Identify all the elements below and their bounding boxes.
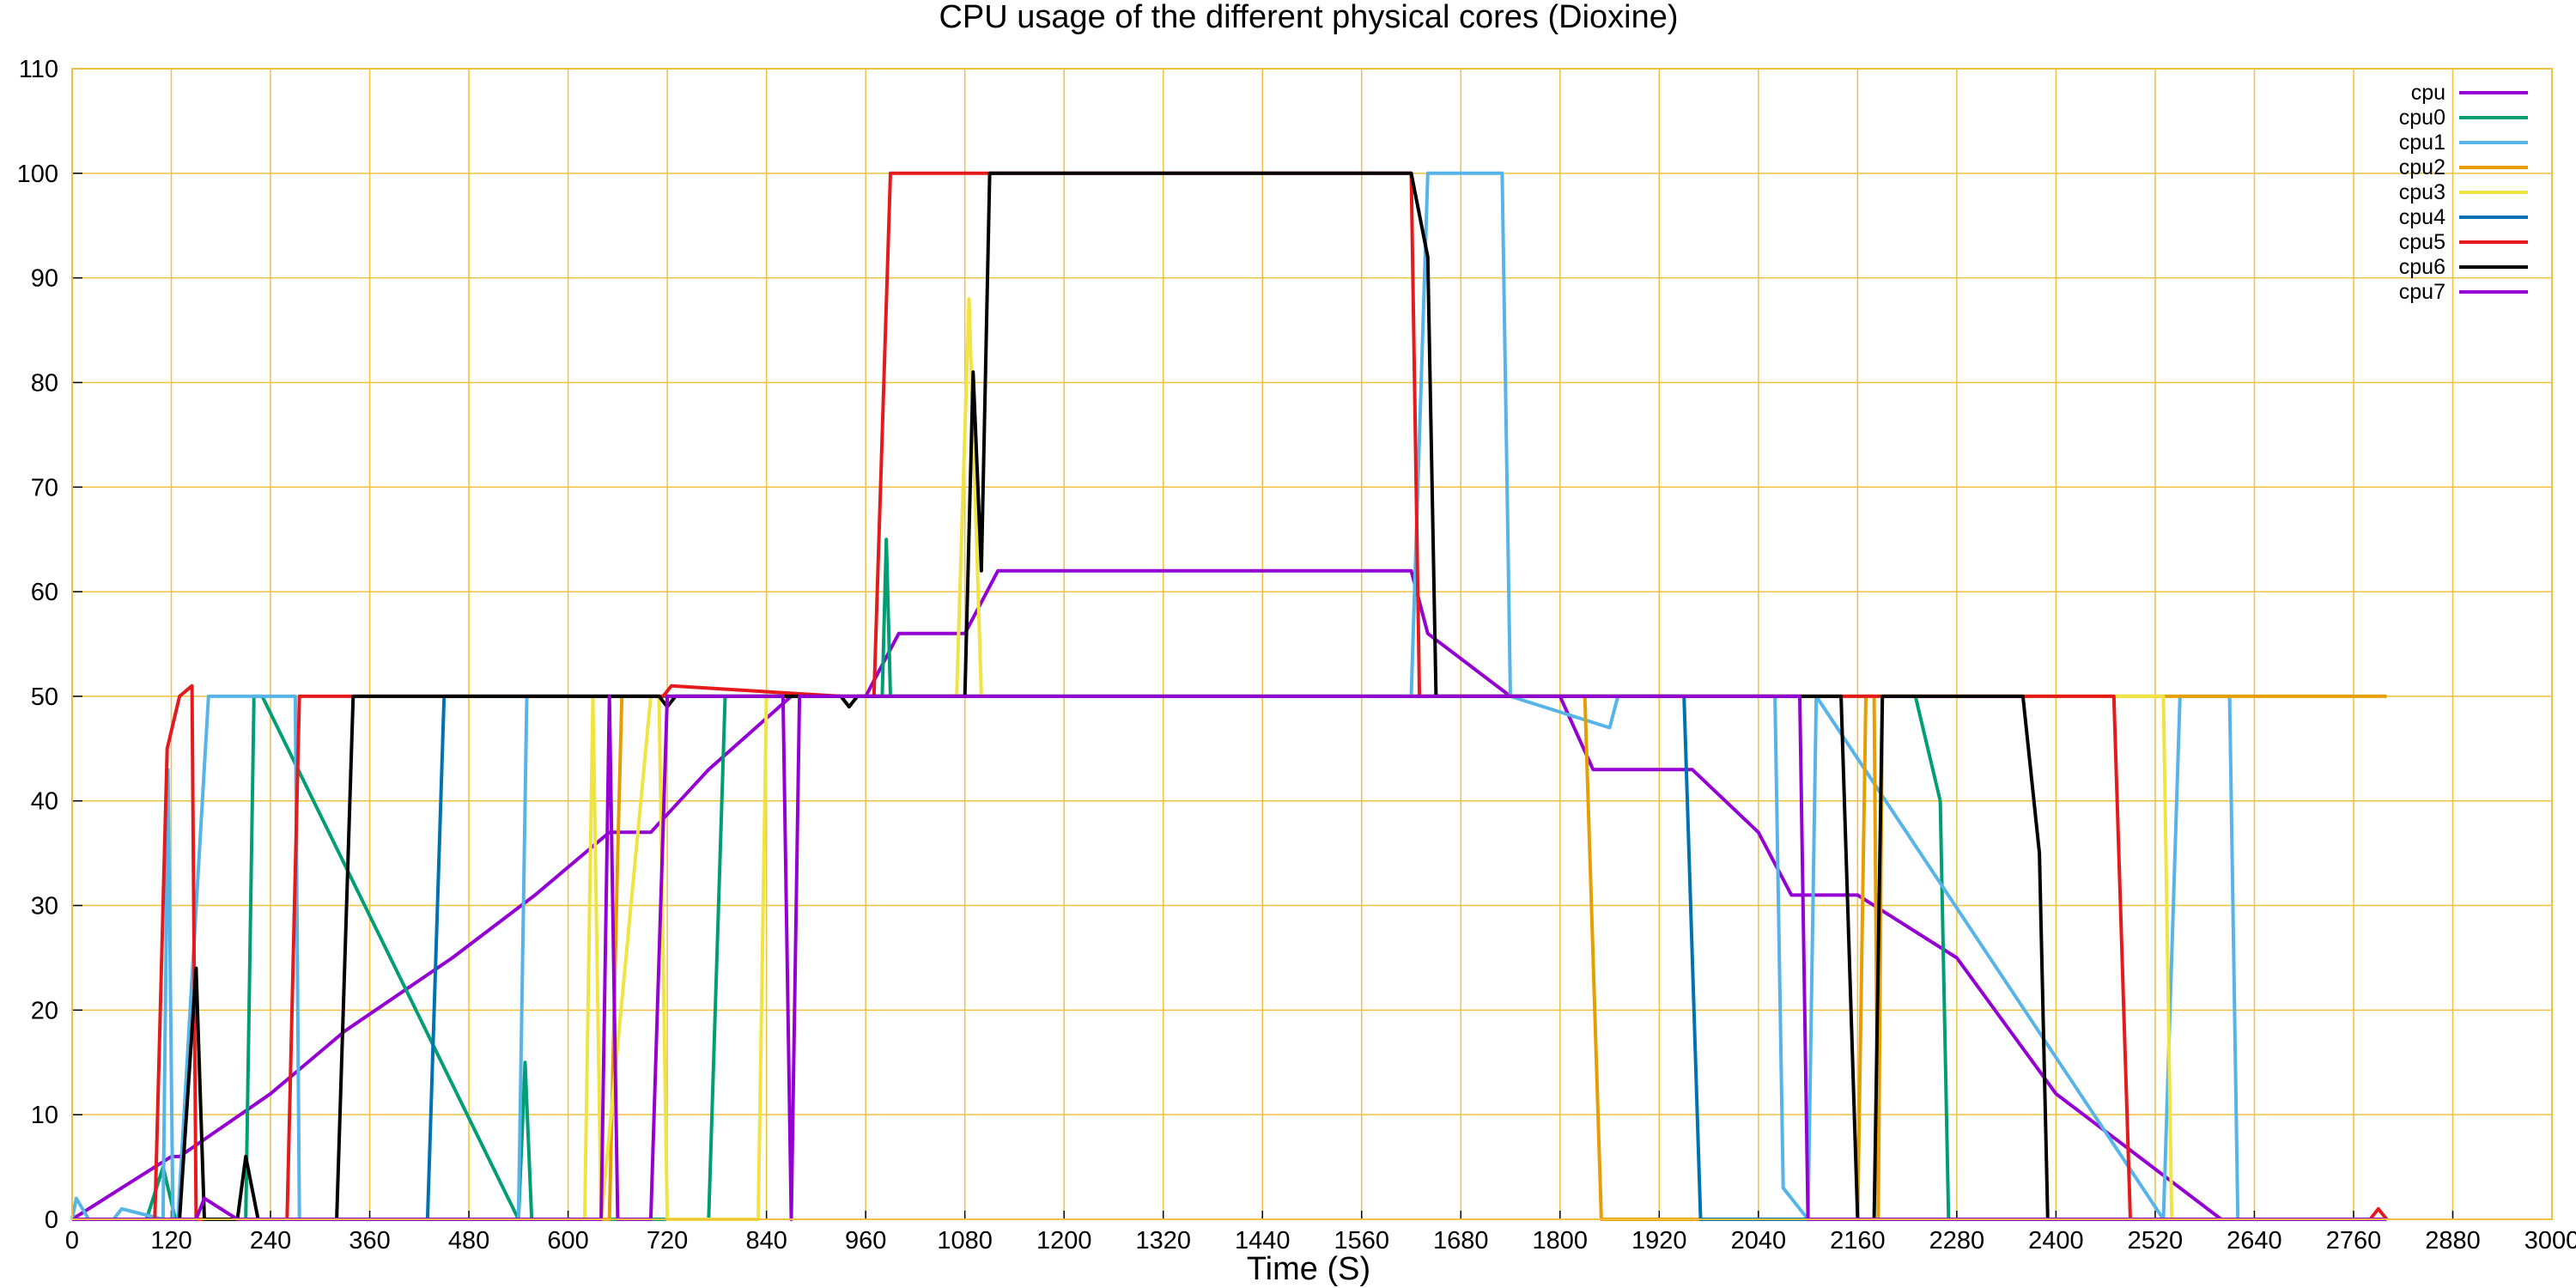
legend-label-cpu2: cpu2 bbox=[2399, 155, 2445, 179]
x-tick-label: 480 bbox=[448, 1227, 489, 1255]
x-tick-label: 3000 bbox=[2524, 1227, 2576, 1255]
x-tick-label: 120 bbox=[150, 1227, 191, 1255]
x-tick-label: 2400 bbox=[2028, 1227, 2084, 1255]
x-tick-label: 2520 bbox=[2128, 1227, 2184, 1255]
x-tick-label: 360 bbox=[349, 1227, 390, 1255]
tick-layer: 0 120 240 360 480 600 720 840 960 1080 1200 1320 144… bbox=[17, 56, 2576, 1255]
x-tick-label: 1920 bbox=[1631, 1227, 1687, 1255]
legend-label-cpu4: cpu4 bbox=[2399, 205, 2445, 229]
x-tick-label: 1320 bbox=[1135, 1227, 1191, 1255]
x-tick-label: 2040 bbox=[1731, 1227, 1787, 1255]
x-tick-label: 960 bbox=[845, 1227, 886, 1255]
x-tick-label: 1200 bbox=[1036, 1227, 1092, 1255]
legend-label-cpu7: cpu7 bbox=[2399, 280, 2445, 304]
x-tick-label: 2160 bbox=[1830, 1227, 1886, 1255]
x-tick-label: 2280 bbox=[1929, 1227, 1985, 1255]
x-tick-label: 1080 bbox=[937, 1227, 993, 1255]
legend-label-cpu1: cpu1 bbox=[2399, 131, 2445, 155]
chart-title: CPU usage of the different physical core… bbox=[939, 0, 1678, 35]
legend-label-cpu5: cpu5 bbox=[2399, 230, 2445, 254]
y-tick-label: 20 bbox=[31, 997, 58, 1024]
y-tick-label: 110 bbox=[19, 56, 58, 83]
y-tick-label: 50 bbox=[31, 683, 58, 711]
legend-label-cpu: cpu bbox=[2411, 81, 2445, 105]
x-tick-label: 840 bbox=[745, 1227, 787, 1255]
x-axis-label: Time (S) bbox=[1247, 1251, 1370, 1287]
y-tick-label: 70 bbox=[31, 474, 58, 501]
x-tick-label: 240 bbox=[250, 1227, 291, 1255]
x-tick-label: 2760 bbox=[2326, 1227, 2382, 1255]
legend-label-cpu0: cpu0 bbox=[2399, 106, 2445, 130]
y-tick-label: 30 bbox=[31, 893, 58, 920]
y-tick-label: 100 bbox=[17, 161, 58, 188]
y-tick-label: 90 bbox=[31, 265, 58, 293]
y-tick-label: 80 bbox=[31, 369, 58, 397]
series-line-cpu7 bbox=[72, 694, 2387, 1221]
x-tick-label: 1680 bbox=[1433, 1227, 1489, 1255]
legend-label-cpu3: cpu3 bbox=[2399, 180, 2445, 204]
x-tick-label: 600 bbox=[547, 1227, 588, 1255]
y-tick-label: 0 bbox=[45, 1206, 58, 1234]
x-tick-label: 0 bbox=[65, 1227, 79, 1255]
plot-frame bbox=[71, 68, 2553, 1220]
x-tick-label: 2880 bbox=[2425, 1227, 2481, 1255]
x-tick-label: 2640 bbox=[2227, 1227, 2282, 1255]
legend-label-cpu6: cpu6 bbox=[2399, 255, 2445, 279]
y-tick-label: 40 bbox=[31, 788, 58, 816]
x-tick-label: 1800 bbox=[1533, 1227, 1589, 1255]
x-tick-label: 1440 bbox=[1235, 1227, 1291, 1255]
x-tick-label: 1560 bbox=[1334, 1227, 1390, 1255]
y-tick-label: 60 bbox=[31, 579, 58, 606]
x-tick-label: 720 bbox=[647, 1227, 688, 1255]
y-tick-label: 10 bbox=[31, 1102, 58, 1129]
